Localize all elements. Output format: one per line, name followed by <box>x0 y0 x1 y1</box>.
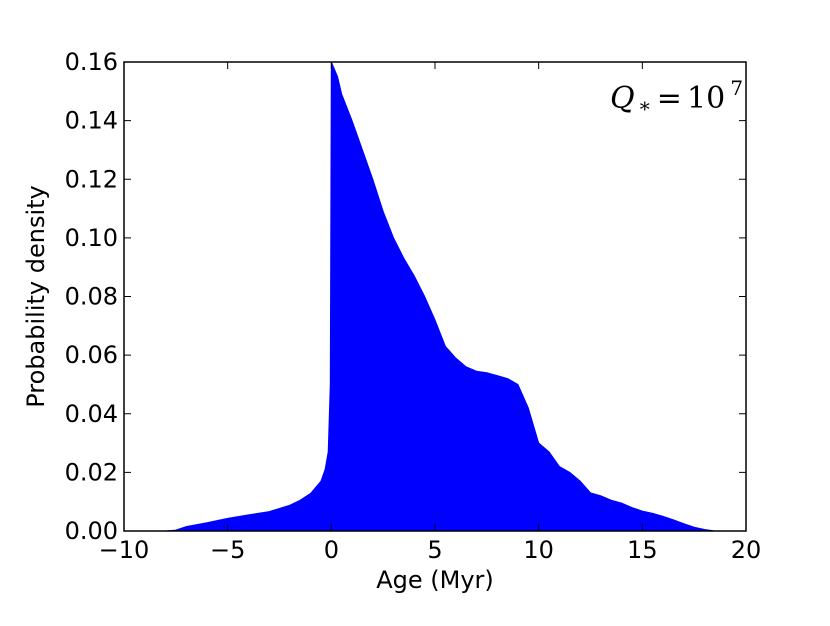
y-tick-label: 0.10 <box>65 224 118 252</box>
ticks <box>123 61 747 532</box>
y-tick-label: 0.14 <box>65 107 118 135</box>
x-axis-label: Age (Myr) <box>376 566 494 594</box>
x-tick-label: −10 <box>99 536 150 564</box>
x-tick-label: 5 <box>427 536 442 564</box>
annotation-value: 10 <box>687 81 725 116</box>
y-tick-label: 0.06 <box>65 341 118 369</box>
y-tick-label: 0.08 <box>65 283 118 311</box>
x-tick-label: 20 <box>731 536 762 564</box>
annotation-equals: = <box>657 81 682 116</box>
y-axis-label: Probability density <box>22 185 50 408</box>
y-tick-label: 0.12 <box>65 165 118 193</box>
x-tick-label: 0 <box>324 536 339 564</box>
probability-density-area <box>124 61 746 532</box>
annotation: Q * = 10 7 <box>610 76 743 121</box>
plot-area <box>124 61 746 532</box>
tick-labels: −10 −5 0 5 10 15 20 0.00 0.02 0.04 0.06 0.08 0.10 0.1… <box>65 48 762 564</box>
annotation-base: Q <box>610 81 635 116</box>
y-tick-label: 0.02 <box>65 458 118 486</box>
y-tick-label: 0.04 <box>65 400 118 428</box>
annotation-exponent: 7 <box>730 76 743 100</box>
y-tick-label: 0.16 <box>65 48 118 76</box>
annotation-subscript: * <box>640 97 650 121</box>
y-tick-label: 0.00 <box>65 517 118 545</box>
x-tick-label: −5 <box>210 536 245 564</box>
x-tick-label: 15 <box>627 536 658 564</box>
x-tick-label: 10 <box>523 536 554 564</box>
